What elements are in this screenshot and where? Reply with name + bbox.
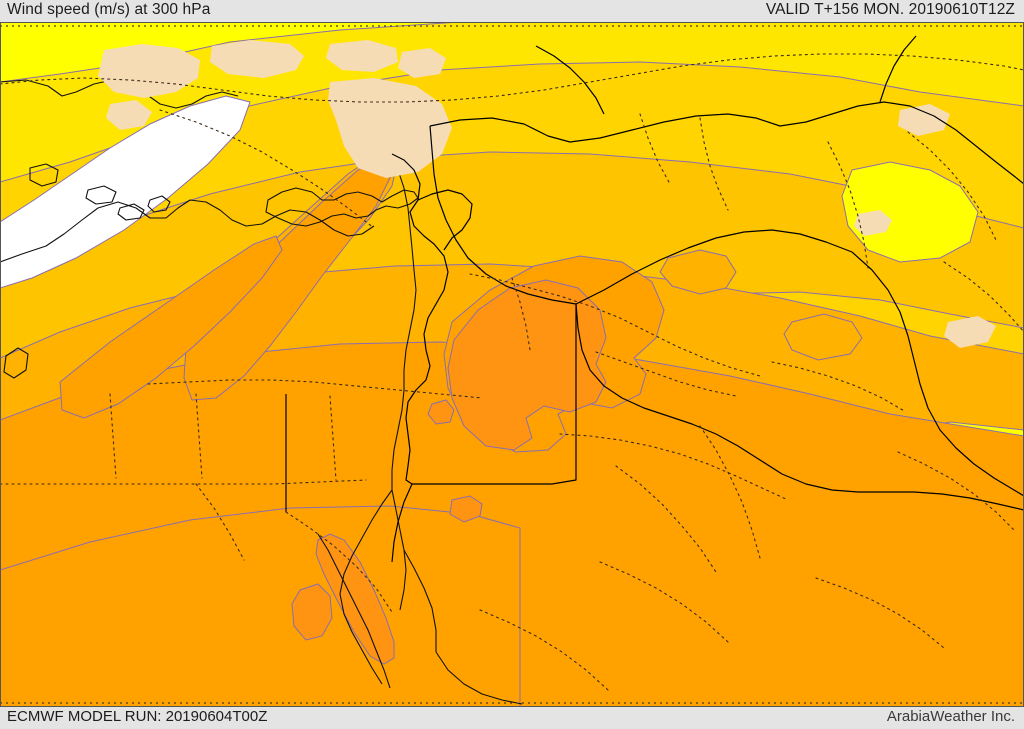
forecast-map-canvas[interactable] (0, 22, 1024, 707)
band-ff9412-egypt-blob (291, 583, 333, 641)
band-ffa200-nw-streak (59, 235, 283, 419)
mediterranean-white-zone (0, 95, 251, 289)
band-ff9412-center (447, 279, 607, 451)
land-tint-layer (98, 40, 996, 348)
band-ff9412-small-blob (427, 399, 455, 425)
band-ffa200-cyprus (183, 155, 393, 401)
country-borders-layer (285, 35, 1024, 563)
band-ffb300-patch-turkey-b (783, 313, 863, 361)
header-bar: Wind speed (m/s) at 300 hPa VALID T+156 … (0, 0, 1024, 22)
admin-borders-layer (0, 53, 1024, 691)
coastline-layer (0, 79, 523, 705)
provider-credit: ArabiaWeather Inc. (886, 708, 1015, 725)
band-ffb300-patch-turkey-a (659, 249, 737, 295)
wind-speed-contour-plot (0, 22, 1024, 707)
page-title: Wind speed (m/s) at 300 hPa (7, 1, 211, 18)
graticule-edges (0, 25, 1024, 704)
band-ff9412-jordan-blob (449, 495, 483, 523)
band-ff9412-red-sea (315, 533, 395, 665)
footer-bar: ECMWF MODEL RUN: 20190604T00Z ArabiaWeat… (0, 707, 1024, 729)
valid-time-label: VALID T+156 MON. 20190610T12Z (765, 1, 1015, 18)
pocket-bright-yellow-east (841, 161, 979, 263)
model-run-label: ECMWF MODEL RUN: 20190604T00Z (7, 708, 268, 725)
